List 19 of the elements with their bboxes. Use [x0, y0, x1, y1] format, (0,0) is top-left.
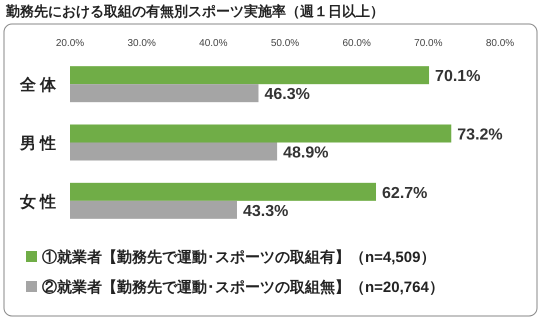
chart-title: 勤務先における取組の有無別スポーツ実施率（週１日以上）	[5, 3, 384, 19]
y-tick-label: 全 体	[18, 76, 58, 94]
legend-label: ①就業者【勤務先で運動･スポーツの取組有】（n=4,509）	[42, 249, 436, 266]
x-tick-label: 20.0%	[56, 38, 84, 49]
legend-label: ②就業者【勤務先で運動･スポーツの取組無】（n=20,764）	[42, 279, 444, 296]
x-tick-label: 30.0%	[127, 38, 156, 49]
data-label: 48.9%	[283, 144, 328, 162]
y-tick-label: 女 性	[18, 192, 56, 211]
x-tick-label: 70.0%	[414, 38, 443, 49]
y-tick-label: 男 性	[18, 134, 56, 152]
x-tick-label: 40.0%	[199, 38, 228, 49]
x-tick-label: 80.0%	[486, 38, 514, 49]
data-label: 46.3%	[264, 86, 310, 104]
x-tick-label: 50.0%	[270, 38, 300, 49]
x-tick-label: 60.0%	[342, 38, 371, 49]
data-label: 70.1%	[435, 68, 480, 86]
data-label: 62.7%	[382, 184, 428, 202]
data-label: 73.2%	[457, 126, 503, 144]
data-label: 43.3%	[242, 202, 288, 220]
